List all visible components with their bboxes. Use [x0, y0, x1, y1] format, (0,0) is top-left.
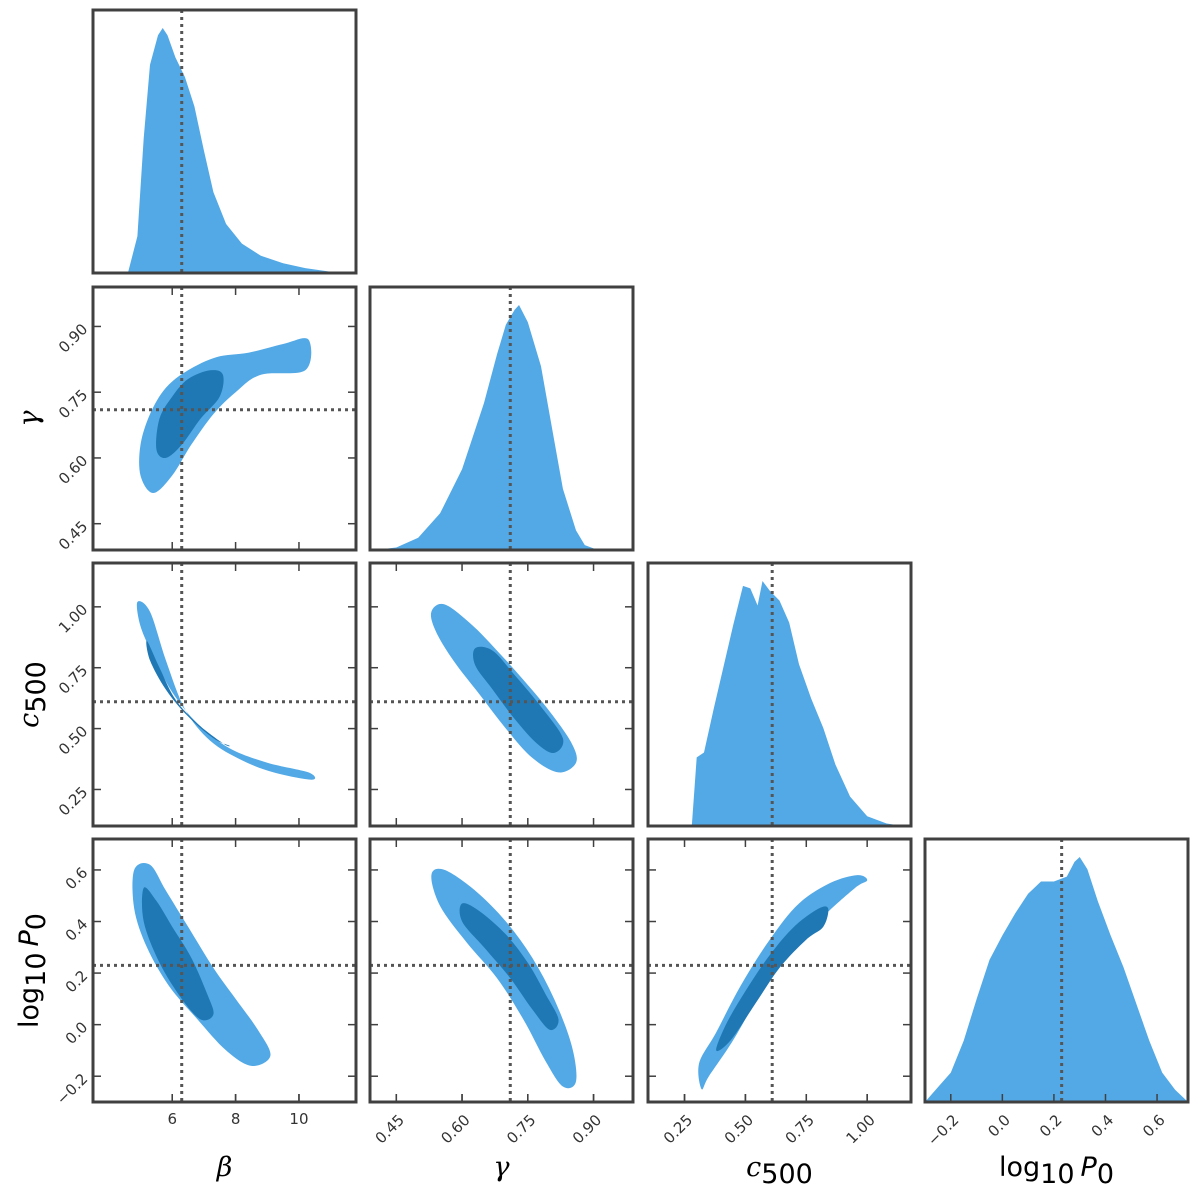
x-tick-label-c500: 0.25 — [660, 1111, 696, 1147]
x-tick-label-gamma: 0.90 — [569, 1111, 605, 1147]
y-tick-label-log10_P0: −0.2 — [53, 1070, 91, 1108]
x-tick-label-c500: 0.75 — [782, 1111, 818, 1147]
contour-outer-beta-c500 — [136, 601, 316, 780]
x-tick-label-gamma: 0.45 — [372, 1111, 408, 1147]
y-axis-label-gamma: γ — [14, 410, 45, 427]
y-tick-label-gamma: 0.45 — [55, 517, 91, 553]
panel-frame-gamma-log10_P0 — [368, 837, 635, 1104]
x-tick-label-beta: 10 — [289, 1110, 308, 1128]
panel-frame-c500-log10_P0 — [646, 837, 913, 1104]
marginal-beta — [127, 28, 347, 273]
y-tick-label-log10_P0: 0.4 — [62, 915, 92, 945]
y-axis-label-c500: c500 — [14, 661, 52, 728]
contour-outer-c500-log10_P0 — [698, 875, 868, 1090]
contour-outer-gamma-log10_P0 — [431, 868, 577, 1089]
y-tick-label-c500: 1.00 — [55, 600, 91, 636]
contour-inner-beta-log10_P0 — [141, 887, 214, 1021]
x-tick-label-log10_P0: 0.4 — [1088, 1111, 1118, 1141]
y-tick-label-log10_P0: 0.6 — [62, 864, 92, 894]
y-tick-label-gamma: 0.60 — [55, 452, 91, 488]
y-tick-label-c500: 0.25 — [55, 783, 91, 819]
panel-frame-beta-log10_P0 — [91, 837, 358, 1104]
x-tick-label-log10_P0: 0.6 — [1139, 1111, 1169, 1141]
y-tick-label-gamma: 0.90 — [55, 320, 91, 356]
panel-frame-beta — [91, 8, 358, 275]
y-tick-label-gamma: 0.75 — [55, 386, 91, 422]
x-tick-label-c500: 0.50 — [721, 1111, 757, 1147]
panel-frame-gamma-c500 — [368, 561, 635, 828]
x-tick-label-c500: 1.00 — [842, 1111, 878, 1147]
y-axis-label-log10_P0: log10P0 — [14, 913, 52, 1028]
marginal-gamma — [374, 305, 598, 550]
x-axis-label-beta: β — [216, 1152, 233, 1183]
contour-outer-beta-gamma — [139, 338, 312, 493]
panel-frame-c500 — [646, 561, 913, 828]
marginal-log10_P0 — [925, 857, 1188, 1102]
panel-frame-gamma — [368, 285, 635, 552]
x-tick-label-gamma: 0.60 — [437, 1111, 473, 1147]
y-tick-label-c500: 0.75 — [55, 661, 91, 697]
contour-inner-c500-log10_P0 — [716, 906, 829, 1052]
contour-inner-gamma-c500 — [473, 646, 564, 754]
x-tick-label-beta: 8 — [231, 1110, 241, 1128]
panel-frame-log10_P0 — [923, 837, 1190, 1104]
contour-outer-beta-log10_P0 — [132, 862, 271, 1067]
x-tick-label-gamma: 0.75 — [503, 1111, 539, 1147]
y-tick-label-c500: 0.50 — [55, 722, 91, 758]
x-axis-label-gamma: γ — [493, 1152, 510, 1183]
panel-frame-beta-gamma — [91, 285, 358, 552]
x-tick-label-log10_P0: 0.2 — [1036, 1111, 1066, 1141]
x-tick-label-log10_P0: 0.0 — [984, 1111, 1014, 1141]
x-axis-label-log10_P0: log10 P0 — [999, 1152, 1114, 1190]
x-tick-label-beta: 6 — [167, 1110, 177, 1128]
y-tick-label-log10_P0: 0.0 — [62, 1018, 92, 1048]
marginal-c500 — [691, 581, 904, 826]
y-tick-label-log10_P0: 0.2 — [62, 967, 92, 997]
x-axis-label-c500: c500 — [746, 1152, 813, 1190]
panel-frame-beta-c500 — [91, 561, 358, 828]
contour-inner-beta-gamma — [156, 370, 224, 459]
x-tick-label-log10_P0: −0.2 — [924, 1111, 962, 1149]
